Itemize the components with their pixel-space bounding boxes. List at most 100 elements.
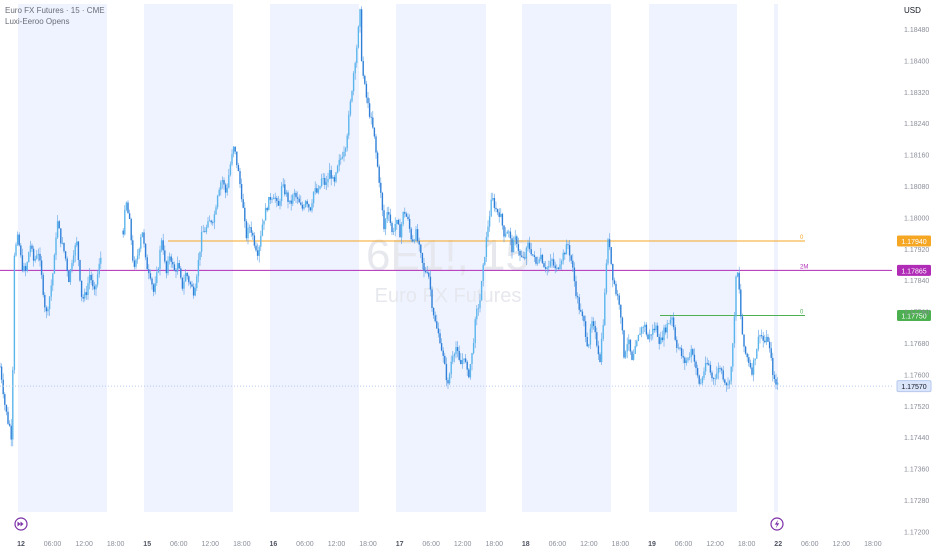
candle-body xyxy=(576,296,579,298)
candle-body xyxy=(202,231,204,233)
time-tick-label: 22 xyxy=(774,541,782,548)
candle-body xyxy=(730,366,732,381)
time-tick-label: 12 xyxy=(17,541,25,548)
candle-body xyxy=(320,178,323,187)
candle-body xyxy=(728,380,731,385)
level-price-label: 1.17865 xyxy=(901,268,926,275)
candle-body xyxy=(623,330,625,358)
candle-body xyxy=(572,260,574,268)
candle-body xyxy=(508,231,510,233)
candle-body xyxy=(477,308,480,310)
candle-body xyxy=(256,250,259,256)
candle-body xyxy=(32,248,35,261)
lightning-icon[interactable] xyxy=(770,517,784,531)
candle-body xyxy=(58,221,60,229)
candle-body xyxy=(532,254,534,256)
candle-body xyxy=(471,353,473,365)
candle-body xyxy=(125,202,128,210)
last-price-label: 1.17570 xyxy=(901,384,926,391)
candle-body xyxy=(428,272,430,277)
candle-body xyxy=(37,253,40,256)
candle-body xyxy=(533,255,536,257)
candle-body xyxy=(255,245,257,251)
candle-body xyxy=(90,274,92,281)
candle-body xyxy=(183,281,185,289)
candle-body xyxy=(671,317,673,320)
candle-body xyxy=(484,256,486,265)
candle-body xyxy=(525,247,528,259)
candle-body xyxy=(23,266,25,271)
candle-body xyxy=(16,234,19,245)
candle-body xyxy=(47,308,49,312)
time-tick-label: 06:00 xyxy=(549,541,567,548)
candle-body xyxy=(341,156,344,159)
candle-body xyxy=(173,264,176,271)
candle-body xyxy=(544,267,547,269)
candle-body xyxy=(220,182,222,190)
candle-body xyxy=(50,285,52,297)
fast-forward-icon[interactable] xyxy=(14,517,28,531)
session-band xyxy=(18,4,107,512)
candle-body xyxy=(738,272,740,290)
candle-body xyxy=(330,170,332,179)
candle-body xyxy=(18,234,20,246)
candle-body xyxy=(133,260,136,267)
candle-body xyxy=(746,353,748,358)
candle-body xyxy=(447,380,449,384)
candle-body xyxy=(316,188,318,193)
candle-body xyxy=(565,244,568,255)
level-price-badge xyxy=(897,310,931,322)
time-tick-label: 06:00 xyxy=(170,541,188,548)
candle-body xyxy=(416,229,419,242)
currency-label[interactable]: USD xyxy=(904,6,921,15)
candle-body xyxy=(140,237,142,249)
candle-body xyxy=(295,192,297,198)
time-tick-label: 12:00 xyxy=(454,541,472,548)
price-tick-label: 1.18080 xyxy=(904,184,929,191)
candle-body xyxy=(168,256,171,261)
candle-body xyxy=(5,404,8,412)
candle-body xyxy=(655,325,657,331)
candle-body xyxy=(296,197,299,199)
candle-body xyxy=(263,220,265,225)
candle-body xyxy=(164,250,166,262)
candle-body xyxy=(408,219,411,229)
candle-body xyxy=(424,270,427,273)
candle-body xyxy=(450,361,452,374)
candle-body xyxy=(397,219,400,225)
candle-body xyxy=(354,63,356,74)
candle-body xyxy=(340,158,342,160)
candle-body xyxy=(442,350,444,356)
candle-body xyxy=(701,377,704,383)
candle-body xyxy=(661,337,664,341)
candle-body xyxy=(588,344,590,347)
candle-body xyxy=(288,200,291,202)
candle-body xyxy=(224,184,227,193)
candle-body xyxy=(600,338,603,363)
candle-body xyxy=(144,243,147,258)
time-tick-label: 15 xyxy=(143,541,151,548)
candle-body xyxy=(380,182,382,193)
candle-body xyxy=(34,258,36,261)
time-tick-label: 06:00 xyxy=(422,541,440,548)
candle-body xyxy=(205,227,208,232)
candle-body xyxy=(12,369,14,440)
price-tick-label: 1.18400 xyxy=(904,58,929,65)
time-tick-label: 06:00 xyxy=(801,541,819,548)
candle-body xyxy=(610,247,612,264)
candle-body xyxy=(775,379,777,385)
candle-body xyxy=(160,240,163,250)
candle-body xyxy=(541,254,544,264)
candle-body xyxy=(261,224,264,236)
candle-body xyxy=(271,199,273,200)
candle-body xyxy=(269,197,272,200)
candle-body xyxy=(304,201,307,207)
candle-body xyxy=(156,272,158,283)
candle-body xyxy=(319,186,321,189)
candle-body xyxy=(653,328,656,331)
candle-body xyxy=(445,364,448,381)
candle-body xyxy=(624,351,627,358)
candle-body xyxy=(391,222,393,233)
